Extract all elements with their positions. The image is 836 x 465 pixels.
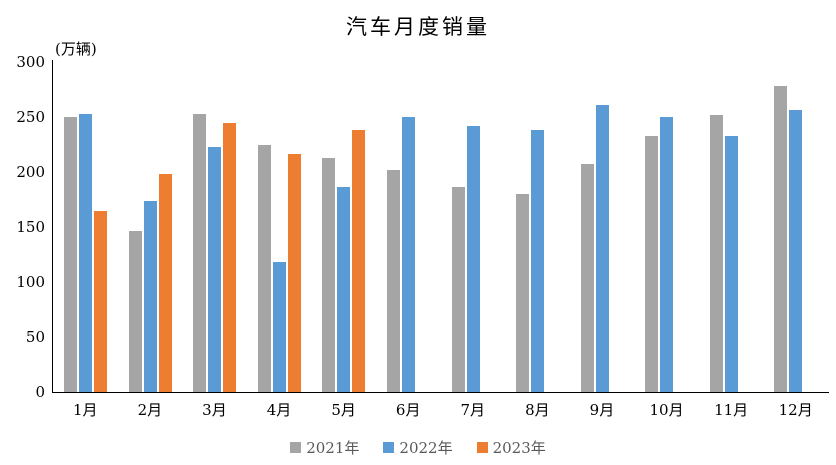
bar-2022年-7月 (466, 125, 480, 392)
bar-2023年-5月 (352, 130, 366, 392)
y-tick-200: 200 (16, 163, 45, 181)
x-tick-1月: 1月 (73, 401, 98, 419)
bar-2021年-8月 (516, 194, 530, 392)
bar-2023年-3月 (223, 122, 237, 392)
bar-2021年-2月 (128, 231, 142, 392)
bar-2022年-9月 (595, 104, 609, 392)
legend-item-2021年: 2021年 (290, 437, 359, 458)
y-tick-150: 150 (16, 218, 45, 236)
bar-2022年-11月 (724, 135, 738, 392)
bar-2023年-2月 (158, 174, 172, 392)
y-axis-unit-label: (万辆) (55, 40, 97, 58)
bar-2022年-4月 (272, 262, 286, 392)
bar-2021年-5月 (322, 157, 336, 392)
bar-2022年-3月 (208, 146, 222, 392)
bar-2022年-10月 (660, 117, 674, 392)
y-tick-300: 300 (16, 53, 45, 71)
legend-label: 2022年 (399, 439, 453, 457)
x-tick-9月: 9月 (589, 401, 615, 419)
legend-swatch-icon (383, 442, 395, 453)
x-tick-5月: 5月 (331, 401, 356, 419)
legend: 2021年 2022年 2023年 (0, 437, 836, 458)
bar-2021年-12月 (774, 86, 788, 392)
bar-2022年-6月 (401, 117, 415, 392)
bar-2021年-7月 (451, 187, 465, 392)
bar-2021年-10月 (645, 135, 659, 392)
x-tick-4月: 4月 (266, 401, 292, 419)
bar-2021年-3月 (193, 113, 207, 392)
x-tick-6月: 6月 (395, 401, 421, 419)
y-tick-250: 250 (16, 108, 45, 126)
legend-item-2023年: 2023年 (476, 437, 546, 458)
x-axis-line (52, 392, 829, 393)
bar-2021年-11月 (709, 114, 723, 392)
bar-2023年-1月 (94, 210, 107, 392)
bar-2021年-9月 (580, 164, 594, 392)
x-tick-10月: 10月 (649, 401, 684, 419)
chart-title: 汽车月度销量 (346, 15, 490, 39)
bar-2022年-5月 (337, 187, 351, 392)
y-axis-line (52, 60, 53, 393)
bar-2022年-8月 (531, 130, 545, 392)
bar-2022年-12月 (789, 110, 803, 392)
x-tick-3月: 3月 (202, 401, 227, 419)
bar-2021年-6月 (386, 169, 400, 392)
bar-2023年-4月 (287, 154, 301, 392)
legend-swatch-icon (290, 442, 302, 453)
bar-2021年-4月 (257, 144, 271, 392)
legend-label: 2021年 (306, 439, 360, 457)
bar-2021年-1月 (64, 117, 77, 392)
x-tick-12月: 12月 (778, 401, 813, 419)
plot-area (53, 62, 828, 392)
bar-2022年-1月 (79, 113, 92, 392)
x-tick-11月: 11月 (714, 401, 749, 419)
legend-label: 2023年 (492, 439, 546, 457)
y-tick-50: 50 (25, 328, 45, 346)
x-tick-7月: 7月 (460, 401, 486, 419)
y-tick-100: 100 (16, 273, 45, 291)
y-tick-0: 0 (35, 383, 45, 401)
bar-2022年-2月 (143, 200, 157, 392)
legend-swatch-icon (476, 442, 488, 453)
x-tick-8月: 8月 (525, 401, 550, 419)
x-tick-2月: 2月 (137, 401, 163, 419)
legend-item-2022年: 2022年 (383, 437, 453, 458)
